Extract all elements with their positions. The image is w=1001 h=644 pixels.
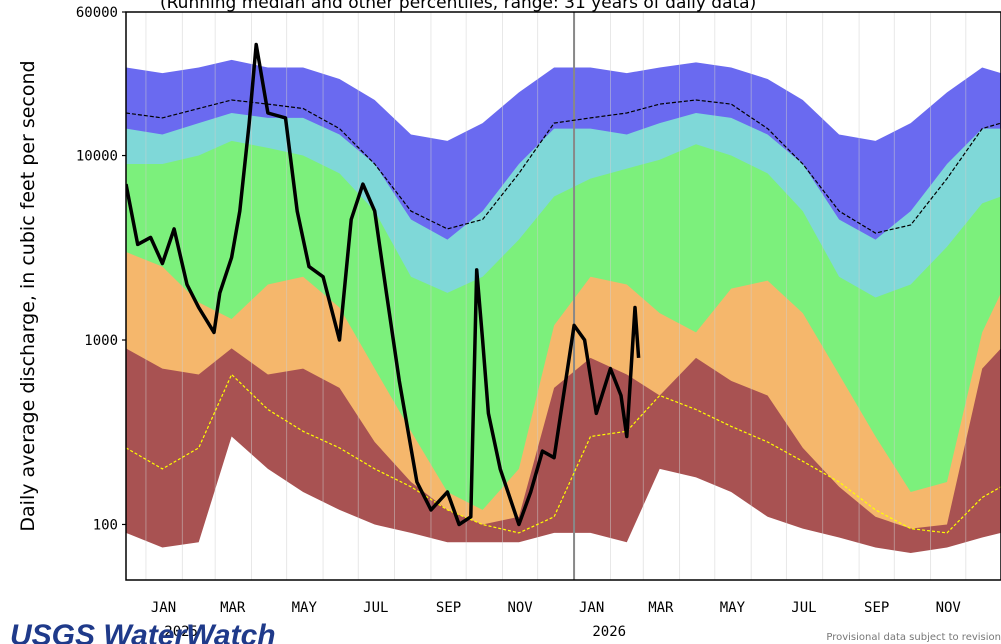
x-tick-label: MAY [292,600,318,616]
y-tick-label: 1000 [84,333,118,349]
year-label: 2026 [592,624,626,640]
x-tick-label: NOV [936,600,962,616]
x-tick-label: JAN [579,600,604,616]
y-tick-label: 10000 [76,149,118,165]
logo-text: USGS WaterWatch [10,619,276,644]
band-minimum [126,436,1001,580]
x-tick-label: SEP [436,600,461,616]
x-tick-label: MAR [648,600,674,616]
series-median [126,99,1001,234]
x-tick-label: JUL [363,600,388,616]
provisional-footnote: Provisional data subject to revision [826,632,1001,643]
x-tick-label: MAR [220,600,246,616]
y-tick-label: 60000 [76,5,118,21]
plot-frame [125,11,1001,581]
usgs-waterwatch-logo: USGS WaterWatch [0,616,276,644]
chart-title: (Running median and other percentiles, r… [160,0,756,13]
y-axis-label: Daily average discharge, in cubic feet p… [17,60,39,531]
x-tick-label: MAY [720,600,746,616]
x-tick-label: SEP [864,600,889,616]
y-tick-label: 100 [93,517,118,533]
x-tick-label: JAN [151,600,176,616]
series-minimum-line [126,373,1001,534]
year-label: 2025 [164,624,198,640]
x-tick-label: NOV [507,600,533,616]
series-observed [126,42,641,527]
x-tick-label: JUL [791,600,816,616]
